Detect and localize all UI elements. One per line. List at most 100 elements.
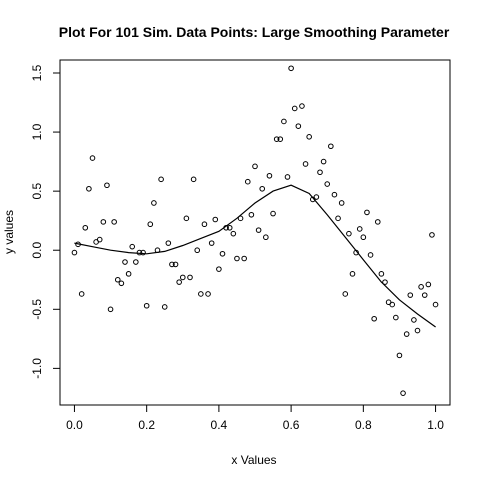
data-point: [374, 219, 381, 225]
data-point: [252, 163, 258, 170]
data-point: [107, 306, 114, 313]
data-point: [295, 123, 302, 129]
data-point: [411, 317, 417, 323]
data-point: [133, 259, 139, 265]
data-point: [389, 301, 396, 308]
data-point: [187, 274, 193, 281]
data-point: [241, 255, 247, 262]
data-point: [263, 234, 269, 241]
data-point: [421, 292, 428, 298]
data-point: [418, 284, 424, 290]
data-point: [114, 276, 121, 283]
data-point: [364, 209, 370, 216]
data-point: [86, 185, 92, 192]
data-point: [393, 314, 399, 321]
x-tick-label: 0.2: [138, 418, 155, 432]
x-tick-label: 0.4: [211, 418, 228, 432]
data-point: [356, 226, 363, 232]
data-point: [151, 200, 157, 206]
data-point: [71, 249, 78, 256]
y-tick-label: -0.5: [30, 299, 44, 320]
data-point: [299, 103, 305, 109]
data-point: [429, 232, 435, 238]
data-point: [284, 174, 291, 180]
data-point: [273, 136, 280, 142]
data-point: [201, 221, 208, 228]
data-point: [302, 161, 309, 167]
data-point: [237, 215, 244, 222]
data-point: [349, 271, 356, 277]
smooth-line: [74, 184, 436, 328]
data-point: [158, 176, 164, 183]
data-point: [82, 224, 89, 231]
x-tick-label: 1.0: [427, 418, 444, 432]
y-tick-label: -1.0: [30, 358, 44, 379]
plot-frame: [59, 59, 451, 406]
y-axis: -1.0 -0.5 0.0 0.5 1.0 1.5: [30, 64, 61, 379]
data-point: [414, 327, 421, 334]
data-point: [179, 274, 186, 281]
data-point: [346, 230, 352, 237]
data-point: [266, 172, 273, 179]
data-point: [78, 291, 85, 297]
data-point: [331, 191, 338, 198]
data-point: [400, 390, 406, 396]
y-tick-label: 0.0: [30, 242, 44, 259]
data-point: [161, 304, 168, 310]
data-point: [125, 271, 132, 277]
data-point: [281, 118, 287, 125]
data-point: [317, 169, 323, 176]
data-point: [147, 221, 154, 228]
data-point: [165, 240, 172, 246]
x-axis: 0.0 0.2 0.4 0.6 0.8 1.0: [66, 404, 444, 432]
data-point: [172, 261, 179, 268]
data-point: [129, 243, 136, 250]
plot-area: [59, 59, 451, 406]
data-point: [100, 219, 107, 225]
data-point: [122, 259, 128, 265]
y-tick-label: 1.0: [30, 123, 44, 140]
data-point: [425, 281, 432, 288]
data-point: [360, 234, 367, 241]
data-point: [205, 291, 211, 297]
data-point: [169, 261, 175, 268]
y-tick-label: 1.5: [30, 64, 44, 81]
data-point: [306, 133, 312, 140]
data-point: [183, 215, 190, 222]
data-point: [219, 250, 226, 257]
data-point: [342, 291, 349, 297]
data-point: [259, 185, 266, 192]
data-point: [270, 210, 276, 217]
data-point: [324, 181, 331, 187]
data-point: [96, 236, 103, 243]
data-point: [277, 136, 284, 142]
data-point: [143, 302, 150, 309]
data-point: [89, 155, 96, 161]
data-point: [226, 224, 233, 231]
data-point: [208, 240, 215, 246]
data-point: [320, 158, 327, 165]
x-tick-label: 0.8: [355, 418, 372, 432]
data-point: [212, 216, 219, 223]
chart-title: Plot For 101 Sim. Data Points: Large Smo…: [59, 24, 450, 40]
data-point: [176, 279, 182, 285]
data-point: [378, 271, 385, 277]
data-point: [140, 249, 146, 256]
data-point: [198, 291, 204, 297]
data-point: [407, 292, 414, 298]
data-point: [194, 247, 201, 254]
data-point: [111, 219, 117, 225]
data-points: [71, 65, 439, 396]
smoothing-curve: [74, 184, 436, 328]
data-point: [403, 331, 410, 337]
y-tick-label: 0.5: [30, 182, 44, 199]
data-point: [288, 65, 294, 72]
data-point: [255, 227, 262, 233]
data-point: [244, 178, 251, 185]
data-point: [230, 230, 237, 237]
data-point: [382, 279, 388, 285]
data-point: [248, 211, 255, 218]
data-point: [432, 301, 439, 308]
data-point: [328, 143, 334, 150]
